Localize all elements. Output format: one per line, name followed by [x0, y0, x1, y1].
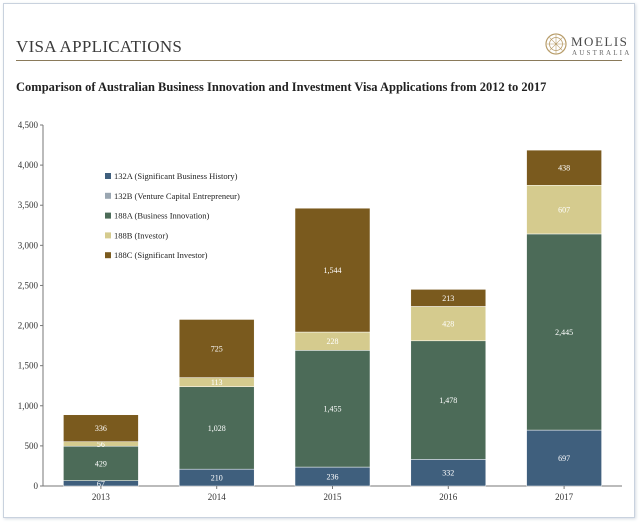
legend-swatch — [105, 232, 111, 239]
bar-segment — [294, 207, 371, 333]
bar-data-label: 438 — [558, 164, 570, 173]
y-tick-label: 1,000 — [18, 401, 39, 411]
logo-name: MOELIS — [571, 34, 629, 49]
legend-label: 188C (Significant Investor) — [114, 250, 208, 260]
bar-segment — [178, 386, 255, 470]
legend-swatch — [105, 212, 111, 219]
legend-label: 188B (Investor) — [114, 230, 168, 240]
logo-subtitle: AUSTRALIA — [572, 49, 632, 57]
y-tick-label: 4,500 — [18, 120, 39, 130]
bar-data-label: 113 — [211, 378, 223, 387]
y-tick-label: 0 — [34, 481, 39, 491]
x-tick-label: 2013 — [92, 492, 111, 502]
bar-data-label: 332 — [442, 469, 454, 478]
y-tick-label: 3,500 — [18, 200, 39, 210]
bar-data-label: 228 — [327, 337, 339, 346]
y-tick-label: 2,000 — [18, 321, 39, 331]
bar-data-label: 1,478 — [439, 396, 457, 405]
legend-swatch — [105, 173, 111, 179]
bar-segment — [294, 350, 371, 468]
bar-segment — [410, 306, 487, 342]
y-tick-label: 1,500 — [18, 361, 39, 371]
bar-data-label: 607 — [558, 206, 570, 215]
logo-emblem-icon — [545, 33, 567, 55]
x-tick-label: 2016 — [439, 492, 458, 502]
header-divider — [16, 60, 622, 61]
bar-data-label: 213 — [442, 294, 454, 303]
bar-data-label: 2,445 — [555, 328, 573, 337]
y-tick-label: 2,500 — [18, 280, 39, 290]
bar-data-label: 1,028 — [208, 424, 226, 433]
bar-segment — [526, 233, 602, 431]
bar-data-label: 67 — [97, 479, 105, 488]
bar-segment — [526, 184, 602, 235]
bar-data-label: 336 — [95, 424, 107, 433]
legend-label: 132B (Venture Capital Entrepreneur) — [114, 191, 240, 201]
bar-segment — [178, 319, 255, 378]
y-tick-label: 4,000 — [18, 160, 39, 170]
bar-segment — [526, 149, 602, 186]
bar-data-label: 697 — [558, 454, 570, 463]
bar-data-label: 1,455 — [324, 405, 342, 414]
bar-data-label: 210 — [211, 474, 223, 483]
bar-data-label: 1,544 — [324, 266, 342, 275]
bar-segment — [63, 445, 139, 481]
bar-segment — [63, 414, 139, 442]
y-tick-label: 3,000 — [18, 240, 39, 250]
bar-data-label: 725 — [211, 345, 223, 354]
bar-data-label: 56 — [97, 440, 105, 449]
legend-swatch — [105, 192, 111, 199]
bar-segment — [410, 289, 487, 307]
x-tick-label: 2017 — [555, 492, 574, 502]
y-tick-label: 500 — [25, 441, 39, 451]
legend-swatch — [105, 252, 111, 259]
legend-label: 132A (Significant Business History) — [114, 171, 238, 181]
moelis-logo: MOELIS AUSTRALIA — [545, 33, 635, 61]
chart-title: Comparison of Australian Business Innova… — [16, 80, 547, 94]
legend-label: 188A (Business Innovation) — [114, 211, 210, 221]
bar-data-label: 429 — [95, 459, 107, 468]
bar-segment — [410, 340, 487, 460]
page-title: VISA APPLICATIONS — [16, 37, 183, 56]
x-tick-label: 2015 — [324, 492, 343, 502]
bar-segment — [526, 429, 602, 487]
x-tick-label: 2014 — [208, 492, 227, 502]
bar-data-label: 428 — [442, 320, 454, 329]
bar-data-label: 236 — [327, 473, 339, 482]
